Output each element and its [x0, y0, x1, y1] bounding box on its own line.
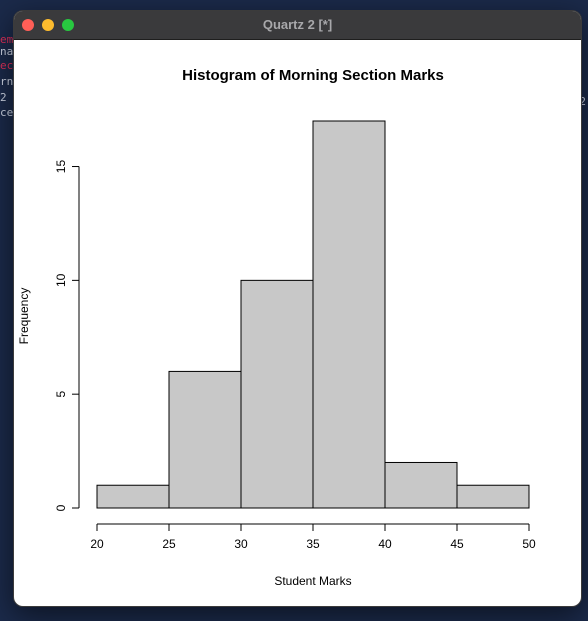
window-title: Quartz 2 [*] — [262, 17, 333, 32]
x-axis: 20 25 30 35 40 45 50 — [90, 523, 536, 551]
x-tick-label: 35 — [306, 537, 320, 551]
quartz-window: Quartz 2 [*] Histogram of Morning Sectio… — [13, 10, 582, 607]
title-bar[interactable]: Quartz 2 [*] — [14, 11, 581, 40]
terminal-line: 2 — [0, 91, 7, 104]
minimize-button[interactable] — [42, 19, 54, 31]
y-tick-label: 0 — [54, 504, 68, 511]
y-axis: 0 5 10 15 — [54, 160, 80, 511]
chart-title: Histogram of Morning Section Marks — [182, 67, 444, 84]
y-tick-label: 15 — [54, 160, 68, 174]
x-tick-label: 25 — [162, 537, 176, 551]
histogram-bar — [456, 484, 530, 509]
x-tick-label: 50 — [522, 537, 536, 551]
y-axis-label: Frequency — [17, 288, 31, 345]
x-axis-label: Student Marks — [274, 574, 351, 588]
terminal-line: ce — [0, 106, 14, 119]
histogram-bar — [96, 484, 170, 509]
terminal-line: ec — [0, 59, 14, 72]
x-tick-label: 45 — [450, 537, 464, 551]
histogram-bar — [384, 461, 458, 509]
y-tick-label: 10 — [54, 273, 68, 287]
x-tick-label: 40 — [378, 537, 392, 551]
x-tick-label: 30 — [234, 537, 248, 551]
terminal-line: rn — [0, 75, 14, 88]
histogram-bar — [240, 279, 314, 509]
histogram-plot: Histogram of Morning Section Marks 20 25 3… — [17, 67, 536, 588]
close-button[interactable] — [22, 19, 34, 31]
histogram-bar — [312, 120, 386, 509]
y-tick-label: 5 — [54, 391, 68, 398]
x-tick-label: 20 — [90, 537, 104, 551]
bars-group — [96, 120, 530, 509]
histogram-bar — [168, 370, 242, 509]
terminal-line: em — [0, 33, 14, 46]
zoom-button[interactable] — [62, 19, 74, 31]
